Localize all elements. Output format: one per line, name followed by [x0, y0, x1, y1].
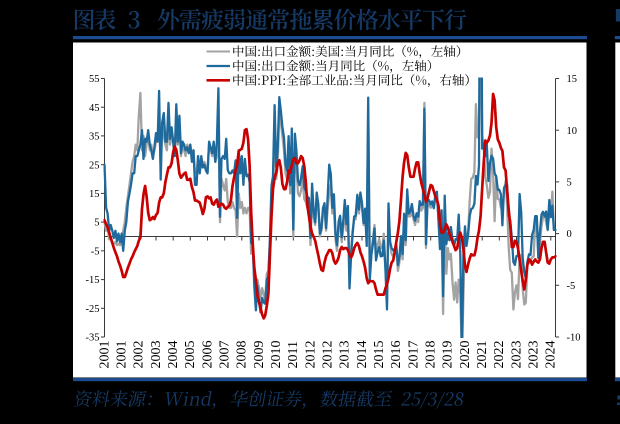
svg-text:2012: 2012 — [321, 341, 336, 369]
svg-text:25: 25 — [89, 160, 100, 171]
svg-text:2009: 2009 — [252, 341, 267, 369]
svg-text:55: 55 — [89, 74, 100, 85]
svg-text:2008: 2008 — [235, 341, 250, 369]
svg-text:2022: 2022 — [492, 341, 507, 369]
svg-text:2006: 2006 — [200, 341, 215, 369]
svg-text:2018: 2018 — [424, 341, 439, 369]
svg-text:2012: 2012 — [303, 341, 318, 369]
svg-text:2007: 2007 — [218, 341, 233, 369]
svg-text:2023: 2023 — [527, 341, 542, 369]
svg-text:45: 45 — [89, 103, 100, 114]
svg-text:2016: 2016 — [389, 341, 404, 369]
svg-text:2014: 2014 — [355, 341, 370, 369]
svg-text:10: 10 — [567, 126, 578, 137]
svg-text:2017: 2017 — [406, 341, 421, 369]
svg-text:-35: -35 — [86, 333, 100, 344]
svg-text:5: 5 — [567, 178, 572, 189]
svg-text:-5: -5 — [91, 246, 100, 257]
svg-text:-25: -25 — [86, 304, 100, 315]
svg-text:0: 0 — [567, 229, 572, 240]
svg-text:2019: 2019 — [441, 341, 456, 369]
svg-text:2001: 2001 — [97, 341, 112, 369]
svg-text:2010: 2010 — [269, 341, 284, 369]
svg-text:2023: 2023 — [509, 341, 524, 369]
svg-text:-15: -15 — [86, 275, 100, 286]
svg-text:-5: -5 — [567, 281, 576, 292]
svg-text:2002: 2002 — [132, 341, 147, 369]
svg-text:2005: 2005 — [183, 341, 198, 369]
svg-text:-10: -10 — [567, 333, 581, 344]
svg-text:2004: 2004 — [166, 341, 181, 369]
svg-text:15: 15 — [567, 74, 578, 85]
svg-text:2013: 2013 — [338, 341, 353, 369]
svg-text:2015: 2015 — [372, 341, 387, 369]
svg-text:2020: 2020 — [458, 341, 473, 369]
svg-text:2011: 2011 — [286, 341, 301, 368]
svg-text:5: 5 — [94, 218, 99, 229]
svg-text:15: 15 — [89, 189, 100, 200]
svg-text:2003: 2003 — [149, 341, 164, 369]
svg-text:35: 35 — [89, 132, 100, 143]
svg-text:2021: 2021 — [475, 341, 490, 369]
svg-text:2024: 2024 — [544, 341, 559, 369]
svg-text:2001: 2001 — [115, 341, 130, 369]
